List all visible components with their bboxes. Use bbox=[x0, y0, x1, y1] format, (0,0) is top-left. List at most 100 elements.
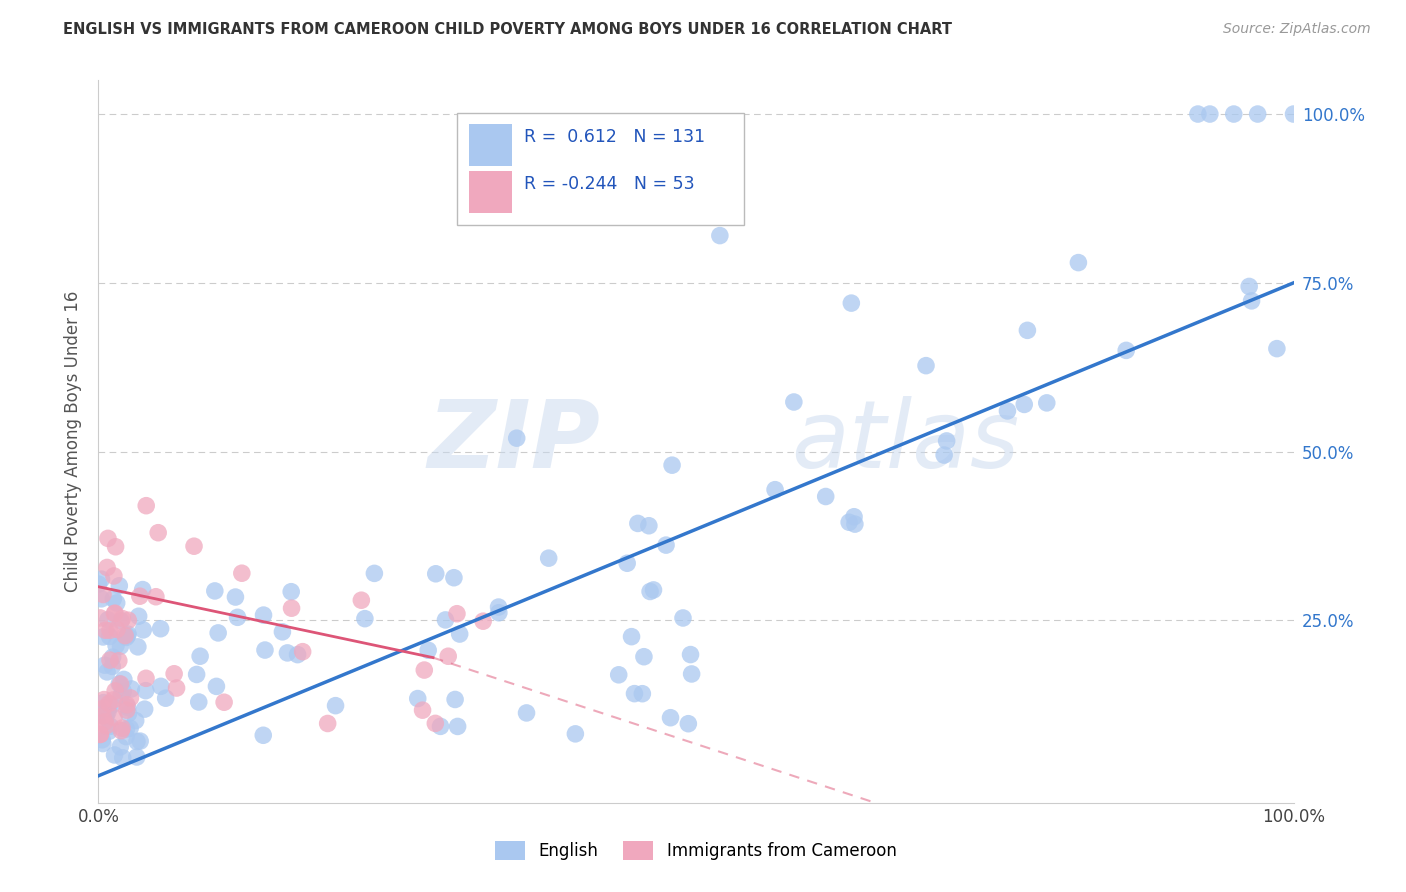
Point bbox=[205, 679, 228, 693]
Point bbox=[350, 593, 373, 607]
Point bbox=[643, 582, 665, 597]
Point bbox=[291, 645, 314, 659]
Point bbox=[110, 639, 132, 653]
Point bbox=[163, 666, 186, 681]
Point bbox=[412, 703, 434, 717]
Point bbox=[183, 539, 205, 553]
Point bbox=[117, 629, 139, 643]
Point bbox=[104, 684, 127, 698]
Point bbox=[134, 702, 156, 716]
Point bbox=[1265, 342, 1288, 356]
Point bbox=[709, 228, 731, 243]
Point bbox=[91, 708, 114, 723]
Point bbox=[212, 695, 235, 709]
Point bbox=[934, 448, 956, 462]
Point bbox=[87, 577, 110, 591]
Point bbox=[564, 727, 586, 741]
Point bbox=[89, 727, 111, 741]
Point bbox=[103, 747, 125, 762]
Point bbox=[679, 648, 702, 662]
Point bbox=[188, 649, 211, 664]
Point bbox=[842, 509, 865, 524]
Point bbox=[101, 650, 124, 665]
Point bbox=[125, 750, 148, 764]
Point bbox=[96, 560, 118, 574]
Point bbox=[131, 582, 153, 597]
Point bbox=[271, 624, 294, 639]
Point bbox=[620, 630, 643, 644]
Point bbox=[96, 665, 118, 679]
Text: ZIP: ZIP bbox=[427, 395, 600, 488]
Point bbox=[103, 607, 125, 621]
Point bbox=[110, 677, 132, 691]
Point bbox=[98, 719, 121, 733]
Point bbox=[287, 648, 309, 662]
Text: atlas: atlas bbox=[792, 396, 1019, 487]
Point bbox=[838, 515, 860, 529]
Point bbox=[127, 640, 149, 654]
FancyBboxPatch shape bbox=[457, 112, 744, 225]
Point bbox=[446, 719, 468, 733]
Point bbox=[446, 607, 468, 621]
Point bbox=[135, 683, 157, 698]
Point bbox=[252, 608, 274, 623]
Point bbox=[89, 611, 111, 625]
Point bbox=[97, 706, 120, 720]
Point bbox=[515, 706, 537, 720]
Point bbox=[437, 649, 460, 664]
Point bbox=[537, 551, 560, 566]
Point bbox=[110, 723, 132, 738]
Point bbox=[105, 639, 128, 653]
Point bbox=[108, 579, 131, 593]
Point bbox=[90, 591, 112, 606]
Point bbox=[115, 703, 138, 717]
Point bbox=[91, 737, 114, 751]
Point bbox=[1223, 107, 1246, 121]
Point bbox=[107, 654, 129, 668]
Point bbox=[661, 458, 683, 472]
Point bbox=[98, 697, 121, 711]
Point bbox=[111, 751, 134, 765]
Point bbox=[226, 610, 249, 624]
Point bbox=[94, 624, 117, 638]
Point bbox=[444, 692, 467, 706]
Point bbox=[631, 687, 654, 701]
FancyBboxPatch shape bbox=[470, 124, 512, 166]
Point bbox=[97, 613, 120, 627]
Text: ENGLISH VS IMMIGRANTS FROM CAMEROON CHILD POVERTY AMONG BOYS UNDER 16 CORRELATIO: ENGLISH VS IMMIGRANTS FROM CAMEROON CHIL… bbox=[63, 22, 952, 37]
Point bbox=[443, 571, 465, 585]
Point bbox=[110, 689, 132, 703]
Point bbox=[935, 434, 957, 448]
Point bbox=[91, 732, 114, 747]
Point bbox=[763, 483, 786, 497]
Point bbox=[607, 668, 630, 682]
Point bbox=[280, 601, 302, 615]
Point bbox=[98, 630, 121, 644]
Point bbox=[97, 724, 120, 739]
FancyBboxPatch shape bbox=[470, 170, 512, 213]
Point bbox=[363, 566, 385, 581]
Point bbox=[425, 716, 447, 731]
Point bbox=[103, 710, 125, 724]
Point bbox=[655, 538, 678, 552]
Point bbox=[1187, 107, 1209, 121]
Point bbox=[148, 525, 170, 540]
Legend: English, Immigrants from Cameroon: English, Immigrants from Cameroon bbox=[489, 834, 903, 867]
Point bbox=[488, 606, 510, 620]
Point bbox=[105, 623, 128, 637]
Point bbox=[672, 611, 695, 625]
Point bbox=[616, 556, 638, 570]
Point bbox=[207, 626, 229, 640]
Point bbox=[429, 719, 451, 733]
Point bbox=[1240, 293, 1263, 308]
Point bbox=[94, 714, 117, 729]
Point bbox=[1282, 107, 1305, 121]
Point bbox=[91, 587, 114, 601]
Point bbox=[252, 728, 274, 742]
Point bbox=[186, 667, 208, 681]
Point bbox=[117, 706, 139, 721]
Point bbox=[93, 696, 115, 710]
Point bbox=[112, 684, 135, 698]
Point bbox=[506, 431, 529, 445]
Point bbox=[678, 716, 700, 731]
